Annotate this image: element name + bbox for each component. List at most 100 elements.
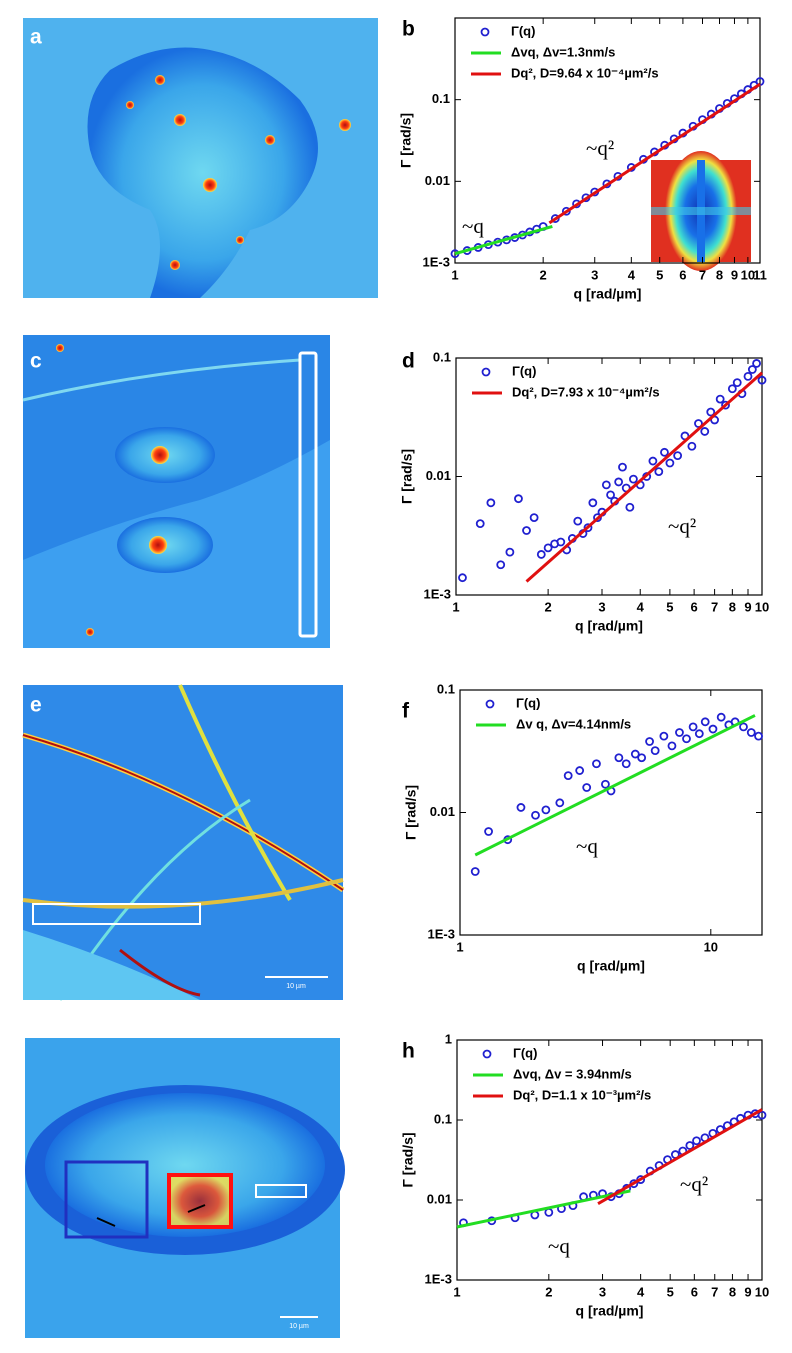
y-tick-label: 1E-3: [423, 254, 450, 269]
x-tick-label: 10: [755, 599, 769, 614]
x-tick-label: 4: [628, 267, 636, 282]
y-tick-label: 1E-3: [424, 586, 451, 601]
legend-label: Δv q, Δv=4.14nm/s: [516, 716, 631, 731]
image-panel: [23, 18, 378, 298]
data-point: [650, 746, 660, 756]
data-point: [606, 490, 615, 500]
fit-line: [597, 1108, 763, 1205]
y-tick-label: 0.01: [425, 173, 450, 188]
x-tick-label: 10: [741, 267, 755, 282]
fit-line: [525, 371, 763, 583]
x-tick-label: 7: [711, 1284, 718, 1299]
x-tick-label: 1: [451, 267, 458, 282]
data-point: [694, 729, 704, 739]
legend-label: Dq², D=1.1 x 10⁻³µm²/s: [513, 1087, 651, 1102]
y-axis-label: Γ [rad/s]: [399, 449, 415, 504]
image-panel: [22, 684, 345, 1001]
data-point: [625, 502, 635, 512]
panel-label: h: [402, 1040, 415, 1063]
x-tick-label: 9: [744, 599, 751, 614]
x-tick-label: 1: [452, 599, 459, 614]
data-point: [505, 547, 515, 557]
legend-label: Dq², D=7.93 x 10⁻⁴µm²/s: [512, 384, 660, 399]
fit-line: [454, 225, 553, 256]
data-point: [536, 550, 546, 559]
scale-bar-label: 10 µm: [286, 983, 306, 990]
panel-label: f: [402, 700, 410, 723]
data-point: [543, 543, 553, 553]
data-point: [582, 783, 592, 792]
data-point: [544, 1207, 554, 1217]
data-point: [614, 753, 624, 763]
data-point: [747, 365, 757, 374]
data-point: [746, 728, 756, 737]
data-point: [575, 766, 585, 775]
x-tick-label: 11: [753, 267, 767, 282]
legend-label: Γ(q): [516, 695, 540, 710]
x-tick-label: 8: [729, 1284, 736, 1299]
data-point: [555, 798, 565, 808]
x-tick-label: 5: [666, 599, 673, 614]
annotation: ~q: [576, 834, 598, 858]
data-point: [660, 447, 669, 457]
data-point: [694, 419, 703, 428]
y-tick-label: 1: [445, 1031, 452, 1046]
data-point: [754, 731, 763, 741]
panel-label: b: [402, 18, 415, 41]
y-axis-label: Γ [rad/s]: [403, 785, 419, 840]
legend-label: Δvq, Δv=1.3nm/s: [511, 44, 615, 59]
data-point: [618, 462, 627, 472]
data-point: [486, 498, 496, 508]
data-point: [654, 467, 664, 476]
data-point: [706, 407, 716, 417]
x-tick-label: 4: [637, 599, 645, 614]
data-point: [743, 371, 753, 381]
data-point: [675, 728, 684, 737]
x-axis-label: q [rad/µm]: [574, 286, 642, 302]
data-point: [529, 513, 539, 522]
data-point: [556, 537, 566, 547]
data-point: [470, 867, 480, 876]
y-tick-label: 1E-3: [425, 1271, 452, 1286]
x-tick-label: 6: [679, 267, 686, 282]
legend-label: Γ(q): [512, 363, 536, 378]
data-point: [630, 749, 640, 759]
data-point: [593, 513, 602, 522]
legend-label: Dq², D=9.64 x 10⁻⁴µm²/s: [511, 65, 659, 80]
y-tick-label: 0.01: [430, 804, 455, 819]
legend-marker: [481, 367, 491, 377]
data-point: [700, 717, 710, 727]
x-tick-label: 7: [711, 599, 718, 614]
data-point: [614, 477, 624, 487]
annotation: ~q²: [680, 1172, 708, 1196]
data-point: [739, 722, 748, 732]
x-tick-label: 7: [699, 267, 706, 282]
data-point: [601, 480, 611, 490]
panel-label: d: [402, 350, 415, 373]
x-tick-label: 1: [456, 939, 463, 954]
data-point: [645, 737, 654, 746]
data-point: [732, 378, 742, 388]
data-point: [550, 214, 560, 223]
panel-label: e: [30, 694, 42, 717]
data-point: [637, 753, 647, 763]
y-tick-label: 0.1: [434, 1111, 452, 1126]
annotation: ~q²: [586, 136, 614, 160]
data-point: [588, 498, 598, 508]
x-tick-label: 10: [704, 939, 718, 954]
x-tick-label: 9: [731, 267, 738, 282]
annotation: ~q²: [668, 514, 696, 538]
data-point: [484, 827, 493, 836]
data-point: [721, 400, 730, 410]
plot-frame: [454, 17, 761, 264]
data-point: [522, 526, 531, 535]
panel-label: a: [30, 26, 42, 49]
y-tick-label: 0.1: [437, 681, 455, 696]
x-tick-label: 2: [540, 267, 547, 282]
data-point: [685, 1141, 695, 1150]
x-tick-label: 3: [591, 267, 598, 282]
legend-marker: [485, 699, 495, 709]
data-point: [659, 731, 669, 741]
